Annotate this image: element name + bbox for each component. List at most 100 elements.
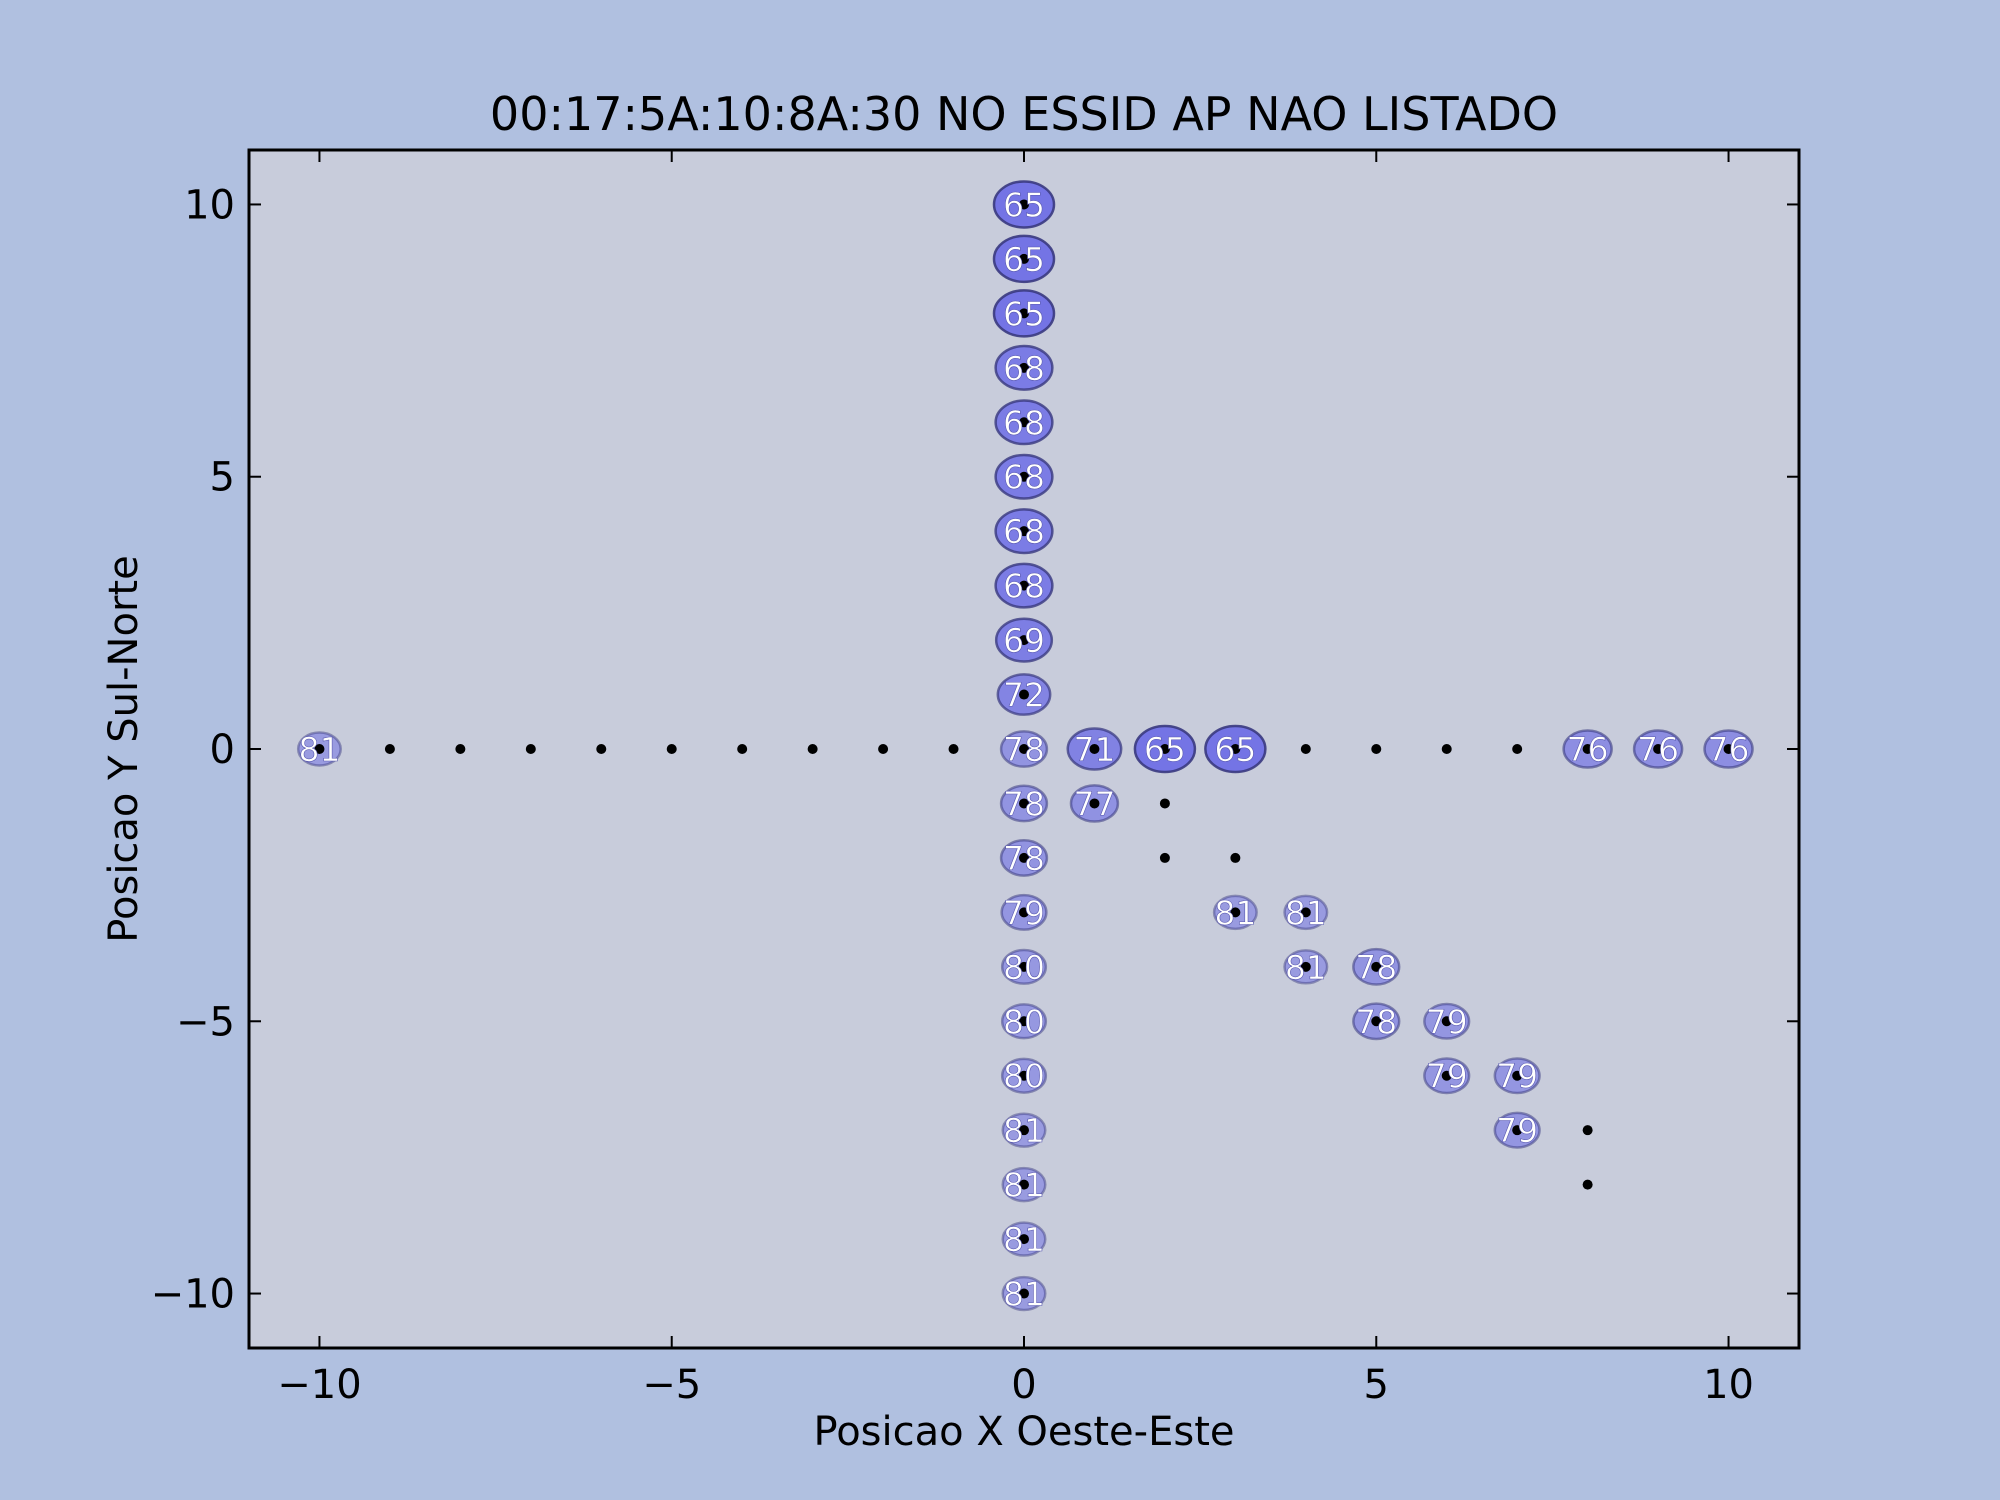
y-axis-label: Posicao Y Sul-Norte xyxy=(101,555,147,942)
signal-label: 69 xyxy=(1003,621,1045,660)
signal-label: 68 xyxy=(1003,458,1045,497)
data-point xyxy=(1582,1125,1593,1136)
data-point xyxy=(1159,744,1170,754)
data-point xyxy=(1441,744,1452,754)
signal-label: 78 xyxy=(1003,730,1045,769)
signal-label: 76 xyxy=(1637,730,1679,769)
data-point xyxy=(1019,1125,1029,1136)
signal-label: 68 xyxy=(1003,349,1045,388)
data-point xyxy=(525,744,536,754)
data-point xyxy=(1300,744,1311,754)
signal-label: 65 xyxy=(1003,185,1045,224)
data-point xyxy=(666,744,677,754)
signal-label: 65 xyxy=(1003,294,1045,333)
signal-label: 79 xyxy=(1426,1002,1468,1041)
x-axis-label: Posicao X Oeste-Este xyxy=(814,1409,1235,1455)
signal-label: 81 xyxy=(1214,893,1256,932)
y-tick-label: −10 xyxy=(151,1272,235,1318)
data-point xyxy=(1441,1070,1452,1081)
y-tick-label: −5 xyxy=(176,999,235,1045)
signal-label: 79 xyxy=(1426,1057,1468,1096)
data-point xyxy=(1019,1179,1029,1190)
signal-label: 68 xyxy=(1003,403,1045,442)
y-tick-label: 0 xyxy=(210,727,235,773)
x-tick-label: −5 xyxy=(642,1362,701,1408)
signal-label: 72 xyxy=(1003,676,1045,715)
data-point xyxy=(384,744,395,754)
data-point xyxy=(596,744,607,754)
y-tick-label: 10 xyxy=(184,182,235,228)
data-point xyxy=(1300,907,1311,918)
data-point xyxy=(1019,362,1029,373)
data-point xyxy=(807,744,818,754)
data-point xyxy=(1230,852,1241,863)
signal-label: 65 xyxy=(1144,730,1186,769)
data-point xyxy=(1019,199,1029,210)
signal-label: 78 xyxy=(1355,1002,1397,1041)
data-point xyxy=(1371,1016,1382,1027)
chart-title: 00:17:5A:10:8A:30 NO ESSID AP NAO LISTAD… xyxy=(490,87,1558,141)
data-point xyxy=(1019,907,1029,918)
data-point xyxy=(1019,417,1029,428)
signal-label: 81 xyxy=(1003,1220,1045,1259)
data-point xyxy=(1019,471,1029,482)
x-axis-ticks: −10 −5 0 5 10 xyxy=(277,150,1754,1408)
data-point xyxy=(1019,308,1029,319)
signal-label: 76 xyxy=(1567,730,1609,769)
data-point xyxy=(737,744,748,754)
signal-label: 76 xyxy=(1708,730,1750,769)
x-tick-label: 10 xyxy=(1703,1362,1754,1408)
data-point xyxy=(1019,1070,1029,1081)
data-point xyxy=(1019,580,1029,591)
signal-label: 81 xyxy=(1285,893,1327,932)
signal-label: 65 xyxy=(1003,240,1045,279)
data-point xyxy=(1019,961,1029,972)
signal-label: 68 xyxy=(1003,567,1045,606)
data-point xyxy=(1300,961,1311,972)
data-point xyxy=(1019,526,1029,537)
signal-label: 78 xyxy=(1003,784,1045,823)
signal-label: 81 xyxy=(1003,1275,1045,1314)
data-point xyxy=(1019,852,1029,863)
signal-label: 81 xyxy=(1003,1166,1045,1205)
signal-label: 68 xyxy=(1003,512,1045,551)
data-point xyxy=(1019,1288,1029,1299)
signal-label: 71 xyxy=(1073,730,1115,769)
data-point xyxy=(1019,1234,1029,1245)
data-point xyxy=(1723,744,1734,754)
signal-label: 80 xyxy=(1003,1002,1045,1041)
signal-label: 81 xyxy=(1285,948,1327,987)
data-point xyxy=(1089,798,1100,809)
signal-label: 80 xyxy=(1003,1057,1045,1096)
data-point xyxy=(1230,907,1241,918)
x-tick-label: −10 xyxy=(277,1362,361,1408)
data-point xyxy=(1371,961,1382,972)
signal-label: 77 xyxy=(1073,784,1115,823)
data-point xyxy=(1159,852,1170,863)
data-marks: 65 65 65 68 68 68 68 68 69 72 78 78 78 79 80 80 80 81 81 81… xyxy=(296,180,1754,1314)
signal-label: 81 xyxy=(1003,1111,1045,1150)
data-point xyxy=(1019,635,1029,646)
signal-label: 78 xyxy=(1003,839,1045,878)
signal-label: 79 xyxy=(1496,1057,1538,1096)
data-point xyxy=(878,744,889,754)
data-point xyxy=(1512,744,1523,754)
data-point xyxy=(1582,744,1593,754)
data-point xyxy=(455,744,466,754)
signal-label: 81 xyxy=(298,730,340,769)
x-tick-label: 5 xyxy=(1364,1362,1389,1408)
data-point xyxy=(1089,744,1100,754)
data-point xyxy=(314,744,325,754)
data-point xyxy=(1371,744,1382,754)
signal-label: 79 xyxy=(1496,1111,1538,1150)
data-point xyxy=(1512,1070,1523,1081)
signal-label: 65 xyxy=(1214,730,1256,769)
data-point xyxy=(1653,744,1664,754)
y-axis-ticks: −10 −5 0 5 10 xyxy=(151,182,1799,1318)
data-point xyxy=(1582,1179,1593,1190)
data-point xyxy=(1019,744,1029,754)
data-point xyxy=(1159,798,1170,809)
data-point xyxy=(1019,1016,1029,1027)
signal-label: 79 xyxy=(1003,893,1045,932)
